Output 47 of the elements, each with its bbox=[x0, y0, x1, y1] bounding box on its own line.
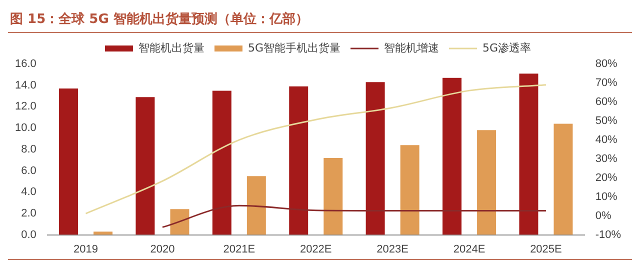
y-tick-label: 10.0 bbox=[14, 122, 36, 134]
legend-label: 5G渗透率 bbox=[482, 41, 532, 54]
bar bbox=[59, 88, 78, 235]
y-tick-label: 4.0 bbox=[21, 186, 36, 198]
y2-tick-label: 80% bbox=[595, 58, 618, 70]
y2-tick-label: 50% bbox=[595, 114, 618, 127]
bar bbox=[289, 86, 308, 235]
bar bbox=[442, 78, 462, 235]
x-tick-label: 2024E bbox=[453, 243, 486, 256]
bar bbox=[136, 97, 155, 235]
bar bbox=[246, 176, 266, 235]
x-tick-label: 2021E bbox=[223, 243, 256, 256]
x-tick-label: 2025E bbox=[530, 243, 562, 256]
y-tick-label: 14.0 bbox=[14, 79, 36, 92]
y2-tick-label: 40% bbox=[595, 134, 618, 146]
y2-tick-label: 10% bbox=[595, 190, 618, 203]
legend-label: 智能机增速 bbox=[384, 41, 439, 54]
line-series bbox=[162, 204, 547, 228]
y2-tick-label: -10% bbox=[595, 228, 622, 241]
bar bbox=[170, 209, 190, 235]
line-series bbox=[85, 84, 547, 214]
y-tick-label: 0.0 bbox=[21, 228, 36, 241]
y-tick-label: 12.0 bbox=[14, 100, 36, 113]
legend-label: 智能机出货量 bbox=[138, 41, 204, 54]
y-tick-label: 6.0 bbox=[21, 164, 36, 177]
x-tick-label: 2022E bbox=[300, 243, 332, 256]
bar bbox=[554, 124, 573, 235]
x-tick-label: 2023E bbox=[376, 243, 408, 256]
bar bbox=[400, 145, 420, 235]
y-tick-label: 8.0 bbox=[21, 143, 36, 156]
bar bbox=[366, 82, 385, 235]
y2-tick-label: 0% bbox=[595, 210, 612, 222]
y2-tick-label: 30% bbox=[595, 152, 618, 165]
y-tick-label: 16.0 bbox=[14, 58, 36, 70]
y-tick-label: 2.0 bbox=[21, 207, 36, 220]
x-tick-label: 2020 bbox=[150, 243, 175, 256]
bar bbox=[324, 158, 343, 235]
bar bbox=[212, 90, 232, 235]
bar bbox=[519, 74, 538, 235]
x-tick-label: 2019 bbox=[74, 243, 98, 256]
y2-tick-label: 60% bbox=[595, 96, 618, 108]
y2-tick-label: 70% bbox=[595, 77, 618, 90]
y2-tick-label: 20% bbox=[595, 172, 618, 184]
legend-label: 5G智能手机出货量 bbox=[248, 41, 341, 54]
chart-title: 图 15：全球 5G 智能机出货量预测（单位：亿部） bbox=[8, 8, 632, 33]
bar bbox=[477, 130, 496, 235]
bar bbox=[94, 232, 113, 235]
